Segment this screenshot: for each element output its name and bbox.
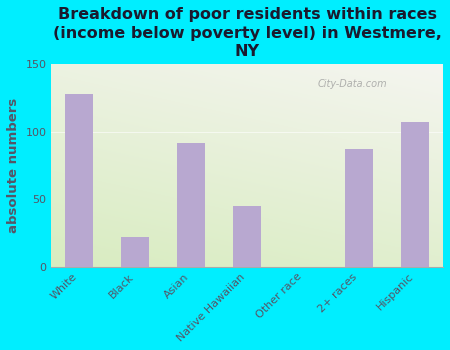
Text: City-Data.com: City-Data.com: [318, 79, 387, 89]
Y-axis label: absolute numbers: absolute numbers: [7, 98, 20, 233]
Bar: [233, 206, 261, 267]
Bar: [122, 237, 149, 267]
Title: Breakdown of poor residents within races
(income below poverty level) in Westmer: Breakdown of poor residents within races…: [53, 7, 441, 59]
Bar: [401, 122, 429, 267]
Bar: [345, 149, 373, 267]
Bar: [177, 143, 205, 267]
Bar: [65, 94, 93, 267]
